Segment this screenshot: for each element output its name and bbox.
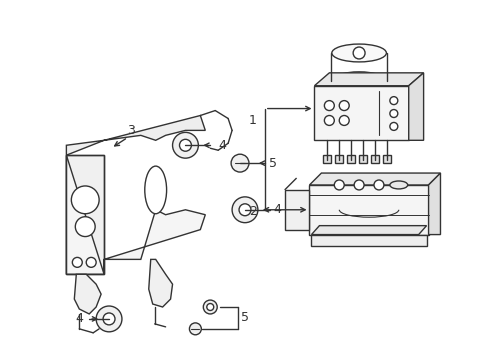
Polygon shape <box>427 173 440 235</box>
Circle shape <box>389 109 397 117</box>
Polygon shape <box>309 173 440 185</box>
Circle shape <box>72 257 82 267</box>
Circle shape <box>324 116 334 125</box>
Circle shape <box>334 180 344 190</box>
Text: 2: 2 <box>248 205 256 218</box>
Circle shape <box>231 154 248 172</box>
Circle shape <box>71 186 99 214</box>
Ellipse shape <box>331 72 386 90</box>
Bar <box>370 155 378 163</box>
Circle shape <box>239 204 250 216</box>
Circle shape <box>103 313 115 325</box>
Polygon shape <box>314 73 423 86</box>
Polygon shape <box>66 155 205 274</box>
Polygon shape <box>74 274 101 314</box>
Circle shape <box>203 300 217 314</box>
Polygon shape <box>311 226 426 235</box>
Text: 4: 4 <box>75 312 83 325</box>
Text: 4: 4 <box>218 139 225 152</box>
Circle shape <box>353 180 364 190</box>
Text: 5: 5 <box>268 157 276 170</box>
Bar <box>314 86 408 140</box>
Polygon shape <box>148 260 172 307</box>
Ellipse shape <box>331 44 386 62</box>
Polygon shape <box>284 178 296 190</box>
Circle shape <box>339 116 348 125</box>
Text: 5: 5 <box>241 311 248 324</box>
Bar <box>346 155 354 163</box>
Bar <box>358 155 366 163</box>
Circle shape <box>172 132 198 158</box>
Text: 1: 1 <box>248 114 256 127</box>
Text: 4: 4 <box>273 203 281 216</box>
Bar <box>382 155 390 163</box>
Circle shape <box>232 197 257 223</box>
Bar <box>323 155 331 163</box>
Circle shape <box>324 100 334 111</box>
Polygon shape <box>408 73 423 140</box>
Ellipse shape <box>144 166 166 214</box>
Bar <box>309 185 427 235</box>
Text: 3: 3 <box>127 124 135 137</box>
Bar <box>311 235 426 247</box>
Polygon shape <box>66 116 205 155</box>
Circle shape <box>86 257 96 267</box>
Bar <box>335 155 343 163</box>
Circle shape <box>352 47 365 59</box>
Circle shape <box>389 122 397 130</box>
Circle shape <box>339 100 348 111</box>
Bar <box>66 155 104 274</box>
Circle shape <box>179 139 191 151</box>
Bar <box>284 190 309 230</box>
Circle shape <box>389 96 397 105</box>
Bar <box>66 155 104 274</box>
Ellipse shape <box>389 181 407 189</box>
Circle shape <box>96 306 122 332</box>
Circle shape <box>373 180 383 190</box>
Circle shape <box>75 217 95 237</box>
Circle shape <box>206 303 213 310</box>
Circle shape <box>189 323 201 335</box>
